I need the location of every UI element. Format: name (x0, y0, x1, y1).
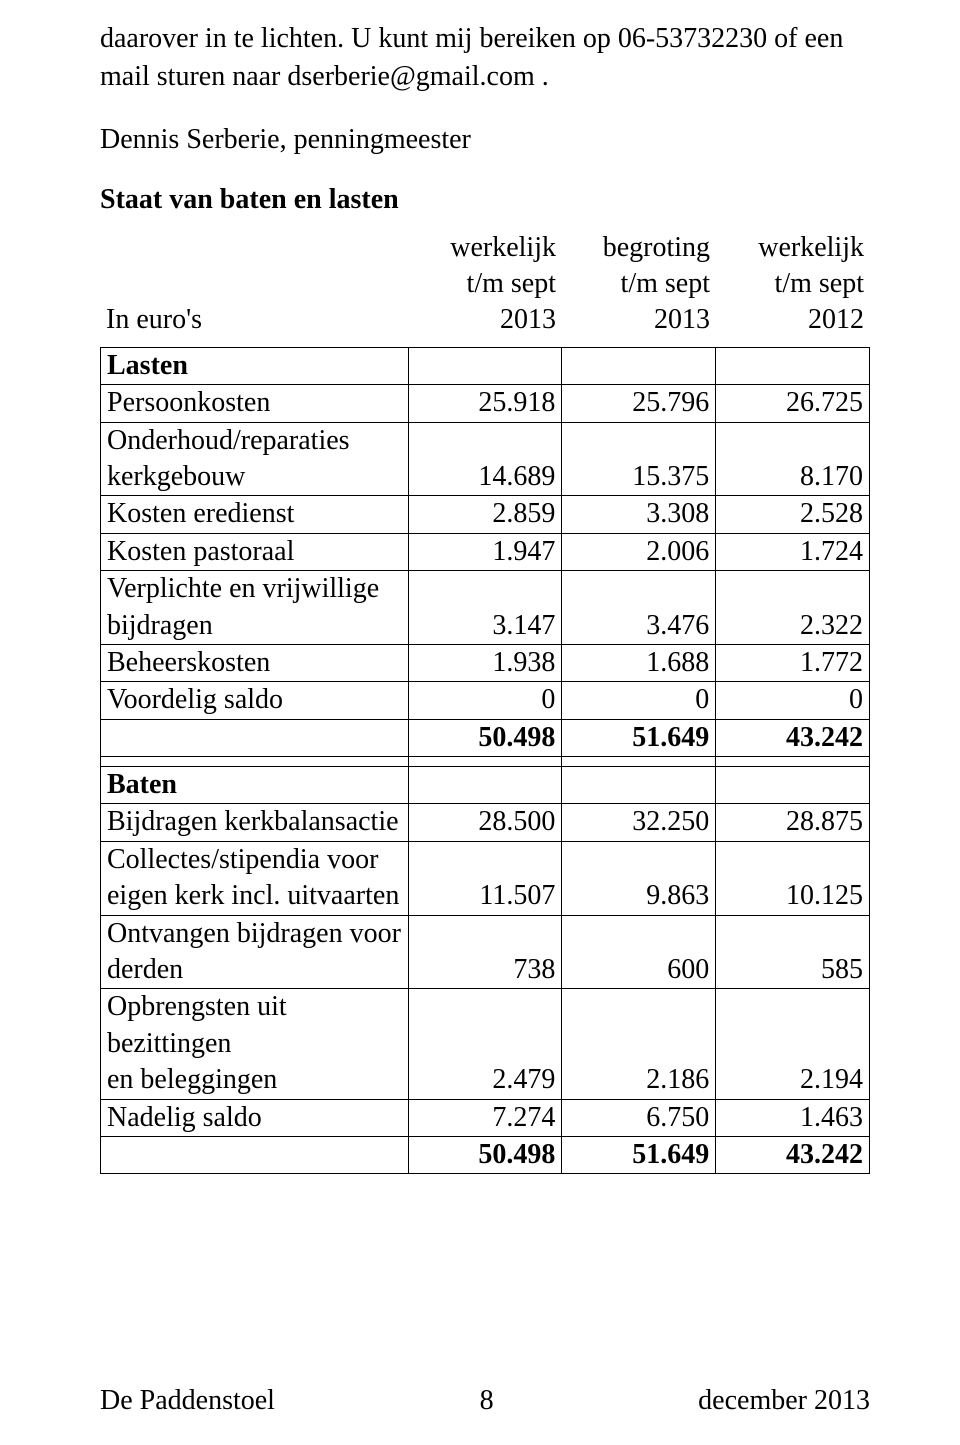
table-row-label: Opbrengsten uit bezittingen en belegging… (101, 989, 409, 1099)
table-cell: 2.006 (562, 533, 716, 570)
header-table: werkelijk begroting werkelijk t/m sept t… (100, 230, 870, 339)
col2-header-a: begroting (562, 230, 716, 266)
col1-header-b: t/m sept (408, 266, 562, 302)
table-row-label: Persoonkosten (101, 385, 409, 422)
table-cell: 600 (562, 915, 716, 989)
table-cell: 1.688 (562, 644, 716, 681)
col1-header-a: werkelijk (408, 230, 562, 266)
table-cell: 0 (716, 682, 870, 719)
table-cell: 1.724 (716, 533, 870, 570)
table-cell: 0 (408, 682, 562, 719)
table-cell: 1.463 (716, 1099, 870, 1136)
table-cell: 15.375 (562, 422, 716, 496)
table-row-label: Ontvangen bijdragen voor derden (101, 915, 409, 989)
table-cell: 2.186 (562, 989, 716, 1099)
table-row-label: Onderhoud/reparaties kerkgebouw (101, 422, 409, 496)
lasten-title: Lasten (101, 347, 409, 384)
table-cell: 1.938 (408, 644, 562, 681)
intro-paragraph: daarover in te lichten. U kunt mij berei… (100, 20, 870, 96)
baten-total: 50.498 (408, 1136, 562, 1173)
page-footer: De Paddenstoel 8 december 2013 (100, 1385, 870, 1417)
author-line: Dennis Serberie, penningmeester (100, 124, 870, 156)
footer-right: december 2013 (698, 1385, 870, 1417)
statement-title: Staat van baten en lasten (100, 184, 870, 216)
table-cell: 585 (716, 915, 870, 989)
footer-page-number: 8 (480, 1385, 494, 1417)
header-row-label: In euro's (100, 302, 408, 338)
table-cell: 2.859 (408, 496, 562, 533)
col3-header-a: werkelijk (716, 230, 870, 266)
table-row-label: Nadelig saldo (101, 1099, 409, 1136)
table-cell: 3.476 (562, 571, 716, 645)
table-cell: 11.507 (408, 841, 562, 915)
table-cell: 1.772 (716, 644, 870, 681)
table-cell: 28.875 (716, 804, 870, 841)
lasten-total: 51.649 (562, 719, 716, 756)
col1-year: 2013 (408, 302, 562, 338)
col2-header-b: t/m sept (562, 266, 716, 302)
baten-total: 51.649 (562, 1136, 716, 1173)
finance-table: Lasten Persoonkosten 25.918 25.796 26.72… (100, 347, 870, 1175)
table-row-label: Voordelig saldo (101, 682, 409, 719)
table-row-label: Verplichte en vrijwillige bijdragen (101, 571, 409, 645)
baten-title: Baten (101, 767, 409, 804)
footer-left: De Paddenstoel (100, 1385, 275, 1417)
table-cell: 2.194 (716, 989, 870, 1099)
table-cell: 25.918 (408, 385, 562, 422)
table-cell: 7.274 (408, 1099, 562, 1136)
table-cell: 2.528 (716, 496, 870, 533)
table-cell: 26.725 (716, 385, 870, 422)
table-cell: 14.689 (408, 422, 562, 496)
table-cell: 3.308 (562, 496, 716, 533)
table-cell: 2.479 (408, 989, 562, 1099)
col3-year: 2012 (716, 302, 870, 338)
col2-year: 2013 (562, 302, 716, 338)
table-cell: 2.322 (716, 571, 870, 645)
table-cell: 9.863 (562, 841, 716, 915)
table-row-label: Collectes/stipendia voor eigen kerk incl… (101, 841, 409, 915)
table-cell: 3.147 (408, 571, 562, 645)
lasten-total: 50.498 (408, 719, 562, 756)
baten-total: 43.242 (716, 1136, 870, 1173)
table-cell: 25.796 (562, 385, 716, 422)
lasten-total: 43.242 (716, 719, 870, 756)
table-cell: 8.170 (716, 422, 870, 496)
table-cell: 1.947 (408, 533, 562, 570)
table-cell: 6.750 (562, 1099, 716, 1136)
table-cell: 10.125 (716, 841, 870, 915)
table-cell: 0 (562, 682, 716, 719)
col3-header-b: t/m sept (716, 266, 870, 302)
table-row-label: Kosten pastoraal (101, 533, 409, 570)
table-row-label: Kosten eredienst (101, 496, 409, 533)
table-cell: 738 (408, 915, 562, 989)
table-row-label: Bijdragen kerkbalansactie (101, 804, 409, 841)
table-cell: 28.500 (408, 804, 562, 841)
table-row-label: Beheerskosten (101, 644, 409, 681)
table-cell: 32.250 (562, 804, 716, 841)
